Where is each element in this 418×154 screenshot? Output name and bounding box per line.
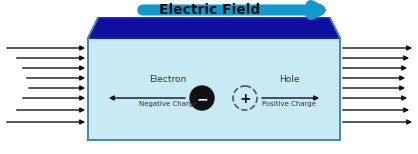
Circle shape bbox=[190, 86, 214, 110]
Text: −: − bbox=[196, 92, 208, 106]
FancyArrowPatch shape bbox=[143, 6, 320, 14]
Text: +: + bbox=[239, 92, 251, 106]
Text: Positive Charge: Positive Charge bbox=[262, 101, 316, 107]
Text: Electron: Electron bbox=[149, 75, 186, 84]
Circle shape bbox=[233, 86, 257, 110]
Text: Negative Charge: Negative Charge bbox=[139, 101, 197, 107]
Text: Hole: Hole bbox=[279, 75, 299, 84]
Bar bbox=[88, 38, 340, 140]
Polygon shape bbox=[88, 18, 340, 38]
Text: Electric Field: Electric Field bbox=[159, 3, 261, 17]
